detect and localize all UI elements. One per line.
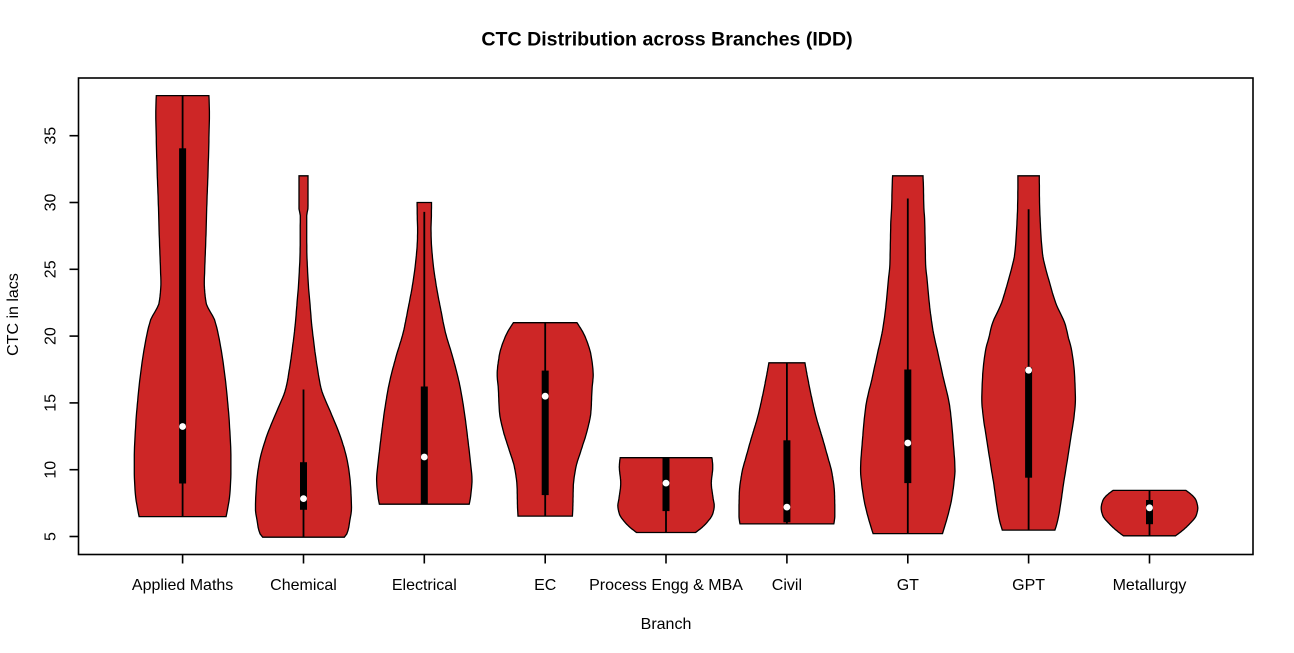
svg-text:30: 30	[43, 194, 60, 212]
svg-text:Metallurgy: Metallurgy	[1113, 577, 1187, 594]
svg-text:5: 5	[43, 532, 60, 541]
svg-text:Electrical: Electrical	[392, 577, 457, 594]
svg-text:CTC in lacs: CTC in lacs	[5, 273, 22, 356]
svg-text:20: 20	[43, 327, 60, 345]
svg-text:25: 25	[43, 260, 60, 278]
svg-text:EC: EC	[534, 577, 556, 594]
svg-text:Applied Maths: Applied Maths	[132, 577, 233, 594]
svg-text:Chemical: Chemical	[270, 577, 337, 594]
svg-text:35: 35	[43, 127, 60, 145]
svg-text:Civil: Civil	[772, 577, 802, 594]
svg-text:Branch: Branch	[641, 616, 692, 633]
svg-text:15: 15	[43, 394, 60, 412]
svg-text:CTC Distribution across Branch: CTC Distribution across Branches (IDD)	[481, 28, 852, 50]
svg-text:Process Engg & MBA: Process Engg & MBA	[589, 577, 743, 594]
svg-text:GPT: GPT	[1012, 577, 1045, 594]
svg-text:10: 10	[43, 461, 60, 479]
svg-text:GT: GT	[897, 577, 919, 594]
